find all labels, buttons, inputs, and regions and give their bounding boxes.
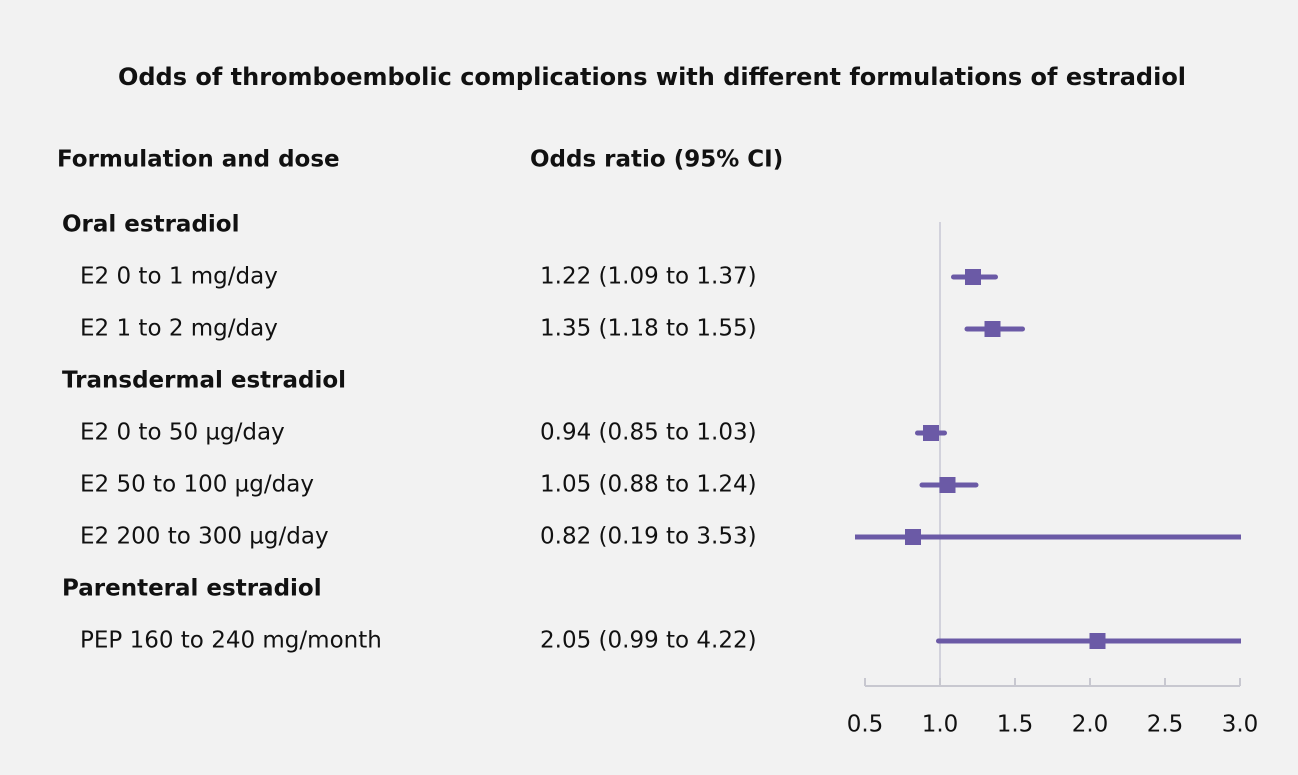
column-header: Odds ratio (95% CI) [530, 147, 783, 173]
column-header: Formulation and dose [57, 147, 340, 173]
group-label: Oral estradiol [62, 212, 240, 238]
chart-title: Odds of thromboembolic complications wit… [118, 63, 1186, 91]
value-label: 1.22 (1.09 to 1.37) [540, 264, 757, 290]
x-tick-label: 0.5 [847, 712, 884, 738]
point-estimate [965, 269, 981, 285]
point-estimate [1089, 633, 1106, 649]
row-label: E2 0 to 50 µg/day [80, 420, 285, 446]
group-label: Transdermal estradiol [62, 368, 346, 394]
x-tick-label: 1.5 [997, 712, 1034, 738]
row-label: E2 200 to 300 µg/day [80, 524, 329, 550]
row-label: E2 0 to 1 mg/day [80, 264, 278, 290]
point-estimate [923, 425, 939, 441]
row-label: E2 1 to 2 mg/day [80, 316, 278, 342]
value-label: 2.05 (0.99 to 4.22) [540, 628, 757, 654]
x-tick-label: 2.0 [1072, 712, 1109, 738]
group-label: Parenteral estradiol [62, 576, 322, 602]
point-estimate [939, 477, 956, 493]
x-tick-label: 1.0 [922, 712, 959, 738]
plot-area [855, 269, 1241, 649]
x-tick-label: 2.5 [1147, 712, 1184, 738]
value-label: 0.94 (0.85 to 1.03) [540, 420, 757, 446]
point-estimate [984, 321, 1001, 337]
value-label: 0.82 (0.19 to 3.53) [540, 524, 757, 550]
value-label: 1.05 (0.88 to 1.24) [540, 472, 757, 498]
x-tick-label: 3.0 [1222, 712, 1259, 738]
point-estimate [905, 529, 921, 545]
row-label: E2 50 to 100 µg/day [80, 472, 314, 498]
value-label: 1.35 (1.18 to 1.55) [540, 316, 757, 342]
row-label: PEP 160 to 240 mg/month [80, 628, 382, 654]
